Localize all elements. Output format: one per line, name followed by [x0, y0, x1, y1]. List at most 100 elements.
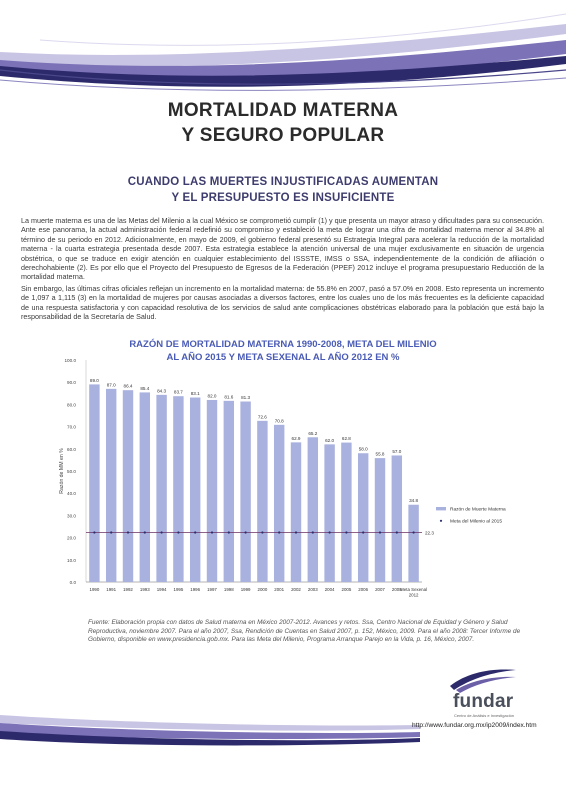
chart-bar [324, 444, 335, 582]
x-tick-label: 1997 [207, 587, 217, 592]
goal-value-label: 22.3 [425, 530, 434, 535]
x-tick-label: Meta Sexenal 2012 [400, 587, 427, 597]
bar-value-label: 34.8 [409, 498, 418, 503]
bar-value-label: 65.2 [308, 431, 317, 436]
subtitle-line-2: Y EL PRESUPUESTO ES INSUFICIENTE [171, 192, 395, 204]
goal-marker [93, 531, 96, 534]
bar-value-label: 62.9 [292, 436, 301, 441]
x-tick-label: 2006 [358, 587, 368, 592]
y-tick-label: 80.0 [67, 402, 76, 407]
goal-marker [143, 531, 146, 534]
x-tick-label: 1999 [241, 587, 251, 592]
x-tick-label: 2003 [308, 587, 318, 592]
goal-marker [328, 531, 331, 534]
title-line-2: Y SEGURO POPULAR [181, 125, 385, 146]
goal-marker [261, 531, 264, 534]
bar-value-label: 82.0 [208, 393, 217, 398]
y-tick-label: 50.0 [67, 469, 76, 474]
goal-marker [194, 531, 197, 534]
goal-marker [378, 531, 382, 534]
x-tick-label: 2004 [325, 587, 335, 592]
chart-bar [307, 437, 319, 582]
goal-marker [244, 531, 247, 534]
goal-marker [362, 531, 365, 534]
x-tick-label: 1990 [90, 587, 100, 592]
chart-title-line-2: AL AÑO 2015 Y META SEXENAL AL AÑO 2012 E… [166, 352, 400, 363]
x-tick-label: 1993 [140, 587, 150, 592]
goal-marker [227, 531, 230, 534]
chart-bar [139, 392, 151, 582]
goal-marker [345, 531, 348, 534]
legend-swatch-bars [436, 507, 446, 511]
x-tick-label: 2000 [258, 587, 268, 592]
page-subtitle: CUANDO LAS MUERTES INJUSTIFICADAS AUMENT… [0, 174, 566, 206]
chart-bar [105, 388, 117, 582]
y-tick-label: 70.0 [67, 425, 76, 430]
goal-marker [177, 531, 180, 534]
chart-bar [206, 399, 218, 582]
x-tick-label: 1996 [190, 587, 200, 592]
x-tick-label: 1998 [224, 587, 234, 592]
bar-value-label: 58.0 [359, 447, 368, 452]
chart-bar [189, 397, 201, 582]
x-tick-label: 2008 [392, 587, 402, 592]
x-tick-label: 1991 [106, 587, 116, 592]
chart-bar [290, 442, 302, 582]
logo-tagline: Centro de Análisis e Investigación [454, 713, 515, 718]
x-tick-label: 1992 [123, 587, 133, 592]
chart-bar [341, 442, 352, 582]
chart-bar [408, 504, 419, 582]
y-tick-label: 40.0 [67, 491, 76, 496]
bar-value-label: 83.1 [191, 391, 200, 396]
chart-bar [156, 394, 167, 582]
bar-value-label: 87.0 [107, 382, 116, 387]
goal-marker [160, 531, 163, 534]
x-tick-label: 2007 [375, 587, 385, 592]
bottom-swoosh [0, 715, 420, 746]
swoosh-faint-line [39, 13, 566, 46]
legend-label-goal: Meta del Milenio al 2015 [450, 518, 502, 524]
goal-marker [395, 531, 398, 534]
goal-marker [412, 531, 415, 534]
legend-label-bars: Razón de Muerte Materna [450, 507, 506, 513]
x-tick-label: 2005 [342, 587, 352, 592]
chart-title-line-1: RAZÓN DE MORTALIDAD MATERNA 1990-2008, M… [129, 339, 437, 350]
swoosh-thin-line-2 [0, 77, 566, 91]
y-axis-label: Razón de MM en % [59, 448, 65, 494]
bar-value-label: 72.6 [258, 414, 267, 419]
page-title: MORTALIDAD MATERNA Y SEGURO POPULAR [0, 98, 566, 148]
bar-value-label: 57.0 [392, 449, 401, 454]
bar-value-label: 81.3 [241, 395, 250, 400]
x-tick-label: 2001 [274, 587, 284, 592]
y-tick-label: 20.0 [67, 536, 76, 541]
legend-swatch-goal [439, 519, 443, 522]
goal-marker [126, 531, 130, 534]
bottom-swoosh-mid [0, 723, 420, 740]
y-tick-label: 0.0 [70, 580, 77, 585]
swoosh-dark-band [0, 56, 566, 87]
bar-chart: 0.0 10.0 20.0 30.0 40.0 50.0 60.0 70.0 80.0 90.0 1… [59, 358, 506, 597]
fundar-logo: fundar [453, 691, 514, 712]
paragraph-1: La muerte materna es una de las Metas de… [21, 216, 544, 282]
bar-value-label: 62.8 [342, 436, 351, 441]
bottom-swoosh-light [0, 715, 420, 731]
goal-marker [110, 531, 113, 534]
y-tick-label: 30.0 [67, 513, 76, 518]
x-tick-label: 1994 [157, 587, 167, 592]
chart-title: RAZÓN DE MORTALIDAD MATERNA 1990-2008, M… [0, 338, 566, 364]
swoosh-mid-band [0, 40, 566, 81]
bar-value-label: 55.8 [376, 452, 385, 457]
chart-bar [357, 453, 369, 582]
chart-bar [257, 420, 268, 582]
goal-marker [278, 531, 281, 534]
chart-bar [223, 400, 235, 582]
top-swoosh [0, 13, 566, 91]
paragraph-2: Sin embargo, las últimas cifras oficiale… [21, 284, 544, 322]
chart-bar [273, 424, 285, 582]
bar-value-label: 70.8 [275, 418, 284, 423]
x-tick-label: 1995 [174, 587, 184, 592]
chart-bar [391, 455, 403, 582]
fundar-url-link[interactable]: http://www.fundar.org.mx/ip2009/index.ht… [412, 722, 537, 729]
goal-marker [294, 531, 298, 534]
